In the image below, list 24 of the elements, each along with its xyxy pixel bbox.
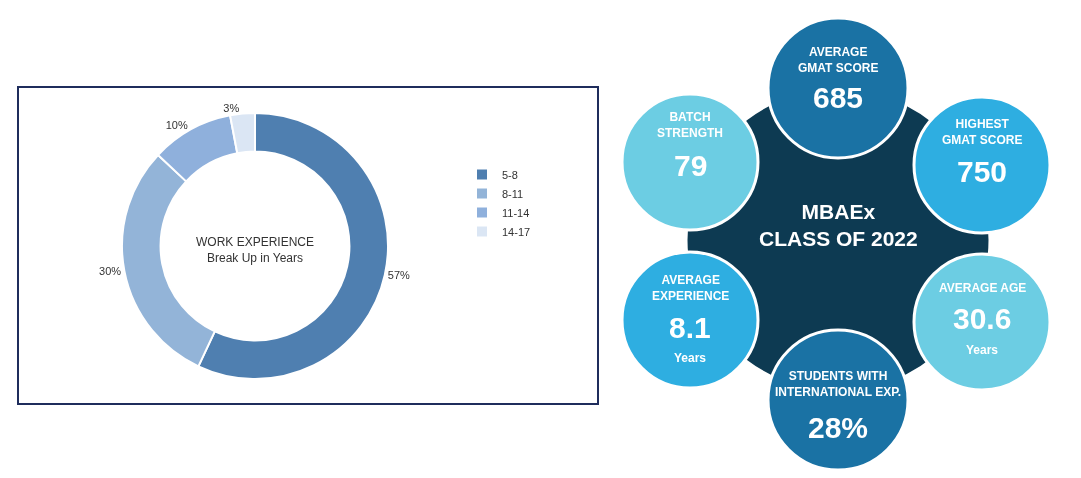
text: STUDENTS WITH INTERNATIONAL EXP. (775, 369, 902, 399)
data-label: 30% (99, 265, 122, 278)
text: WORK EXPERIENCE Break Up in Years (196, 235, 315, 265)
legend-label: 14-17 (502, 225, 531, 238)
text: 685 (813, 81, 864, 114)
text: 28% (808, 411, 869, 444)
data-label: 3% (223, 101, 240, 114)
legend-label: 5-8 (502, 168, 518, 181)
text: AVERAGE EXPERIENCE (652, 273, 730, 303)
text: 750 (957, 155, 1008, 188)
text: HIGHEST GMAT SCORE (942, 117, 1023, 147)
text: 30.6 (953, 302, 1012, 335)
data-label: 10% (165, 118, 188, 131)
text: Years (674, 351, 707, 365)
data-label: 57% (387, 269, 411, 282)
text: BATCH STRENGTH (657, 110, 723, 140)
text: MBAEx CLASS OF 2022 (759, 200, 918, 251)
text: 8.1 (669, 311, 711, 344)
text: Years (966, 343, 999, 357)
legend-label: 11-14 (502, 206, 530, 219)
text: 79 (674, 149, 708, 182)
text: AVERAGE GMAT SCORE (798, 45, 879, 75)
legend-label: 8-11 (502, 187, 524, 200)
text: AVERAGE AGE (939, 281, 1027, 295)
